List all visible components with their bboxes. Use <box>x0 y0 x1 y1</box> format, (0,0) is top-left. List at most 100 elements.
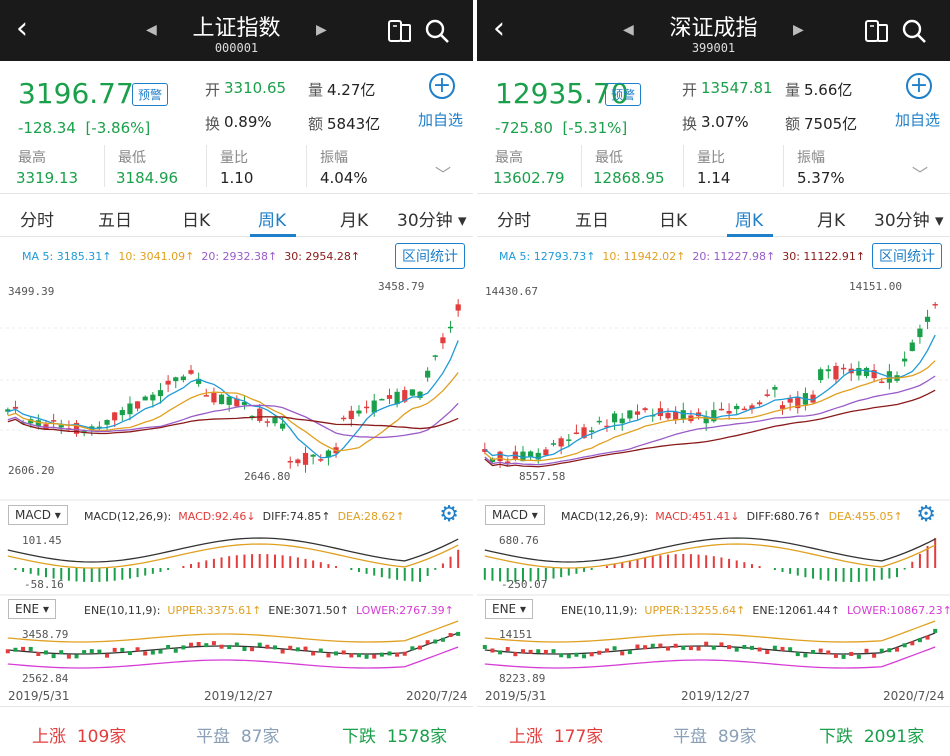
search-icon[interactable] <box>424 18 452 46</box>
ene-candle <box>120 647 125 652</box>
ene-candle <box>127 651 132 656</box>
quote-header: 12935.70 预警 -725.80 [-5.31%] 开 13547.81 … <box>477 61 950 193</box>
add-watchlist-button[interactable]: 加自选 <box>894 111 940 129</box>
range-stats-button[interactable]: 区间统计 <box>395 243 465 269</box>
ene-candle <box>387 651 392 656</box>
tab-daily-k[interactable]: 日K <box>659 211 688 231</box>
chevron-down-icon[interactable]: ﹀ <box>911 165 928 184</box>
volume-value: 4.27亿 <box>327 81 376 99</box>
candle <box>363 406 370 409</box>
candle <box>734 406 740 410</box>
candle <box>165 380 171 385</box>
tab-five-day[interactable]: 五日 <box>98 211 132 231</box>
candle <box>310 454 316 457</box>
ma30-line <box>484 389 936 468</box>
tab-30min[interactable]: 30分钟 ▾ <box>397 211 467 231</box>
candle <box>619 418 625 424</box>
candle <box>425 370 431 378</box>
search-icon[interactable] <box>901 18 929 46</box>
ene-candle <box>688 646 693 651</box>
max-price-label: 14151.00 <box>849 280 902 293</box>
prev-index-icon[interactable]: ◀ <box>146 22 157 38</box>
index-panel-sz: ‹ ◀ 深证成指 399001 ▶ 12935.70 预警 -725.80 [-… <box>477 0 950 756</box>
ene-candle <box>379 652 384 657</box>
ene-candle <box>704 641 709 646</box>
next-index-icon[interactable]: ▶ <box>316 22 327 38</box>
index-panel-sh: ‹ ◀ 上证指数 000001 ▶ 3196.77 预警 -128.34 [-3… <box>0 0 473 756</box>
ene-dropdown[interactable]: ENE ▾ <box>485 599 533 619</box>
tab-intraday[interactable]: 分时 <box>497 211 531 231</box>
candle <box>520 451 526 462</box>
ene-candle <box>811 649 816 654</box>
ene-candle <box>334 651 339 656</box>
candle <box>96 426 103 429</box>
settings-gear-icon[interactable]: ⚙ <box>916 502 936 527</box>
ene-candle <box>658 643 663 648</box>
candle <box>379 398 385 401</box>
next-index-icon[interactable]: ▶ <box>793 22 804 38</box>
candle <box>932 303 938 306</box>
prev-index-icon[interactable]: ◀ <box>623 22 634 38</box>
ene-dropdown[interactable]: ENE ▾ <box>8 599 56 619</box>
ene-candle <box>372 654 377 659</box>
chevron-down-icon[interactable]: ﹀ <box>434 165 451 184</box>
volume-label: 量 <box>308 81 324 99</box>
ene-candle <box>566 654 571 659</box>
back-icon[interactable]: ‹ <box>493 11 505 46</box>
tab-monthly-k[interactable]: 月K <box>817 211 846 231</box>
ene-candle <box>311 651 316 656</box>
add-watchlist-icon[interactable]: + <box>906 73 932 99</box>
compare-icon[interactable] <box>387 18 413 44</box>
ene-candle <box>559 653 564 658</box>
add-watchlist-button[interactable]: 加自选 <box>417 111 463 129</box>
add-watchlist-icon[interactable]: + <box>429 73 455 99</box>
min-price-label: 8557.58 <box>519 470 566 483</box>
ene-candle <box>856 654 861 659</box>
amount-label: 额 <box>308 115 324 133</box>
tab-monthly-k[interactable]: 月K <box>340 211 369 231</box>
candle <box>257 408 263 421</box>
ma20-value: 20: 11227.98↑ <box>692 250 776 263</box>
ma30-line <box>7 416 459 435</box>
back-icon[interactable]: ‹ <box>16 11 28 46</box>
candle <box>611 413 618 423</box>
tab-daily-k[interactable]: 日K <box>182 211 211 231</box>
diff-line <box>7 537 459 563</box>
active-tab-indicator <box>727 234 773 237</box>
candle <box>402 390 408 402</box>
ene-candle <box>872 653 877 658</box>
tab-five-day[interactable]: 五日 <box>575 211 609 231</box>
settings-gear-icon[interactable]: ⚙ <box>439 502 459 527</box>
ene-axis-bottom: 8223.89 <box>499 672 546 685</box>
ene-candle <box>135 647 140 652</box>
macd-dropdown[interactable]: MACD ▾ <box>8 505 68 525</box>
low-value: 3184.96 <box>116 169 179 187</box>
candle <box>218 394 225 405</box>
low-value: 12868.95 <box>593 169 665 187</box>
candle <box>665 412 671 419</box>
ene-candle <box>895 647 900 652</box>
ene-candle <box>780 646 785 651</box>
tab-30min[interactable]: 30分钟 ▾ <box>874 211 944 231</box>
ene-candle <box>749 645 754 650</box>
candle <box>12 406 19 409</box>
kline-chart[interactable] <box>477 0 950 756</box>
ene-candle <box>795 652 800 657</box>
alert-button[interactable]: 预警 <box>132 83 169 106</box>
ene-candle <box>242 647 247 652</box>
tab-intraday[interactable]: 分时 <box>20 211 54 231</box>
range-stats-button[interactable]: 区间统计 <box>872 243 942 269</box>
tab-weekly-k[interactable]: 周K <box>735 211 764 231</box>
kline-chart[interactable] <box>0 0 473 756</box>
alert-button[interactable]: 预警 <box>605 83 642 106</box>
compare-icon[interactable] <box>864 18 890 44</box>
candle <box>318 459 324 461</box>
macd-dropdown[interactable]: MACD ▾ <box>485 505 545 525</box>
ene-candle <box>727 645 732 650</box>
max-price-label: 3458.79 <box>378 280 425 293</box>
candle <box>104 419 110 425</box>
ma5-line <box>484 334 936 459</box>
ene-candle <box>318 648 323 653</box>
tab-weekly-k[interactable]: 周K <box>258 211 287 231</box>
ene-candle <box>82 650 87 655</box>
